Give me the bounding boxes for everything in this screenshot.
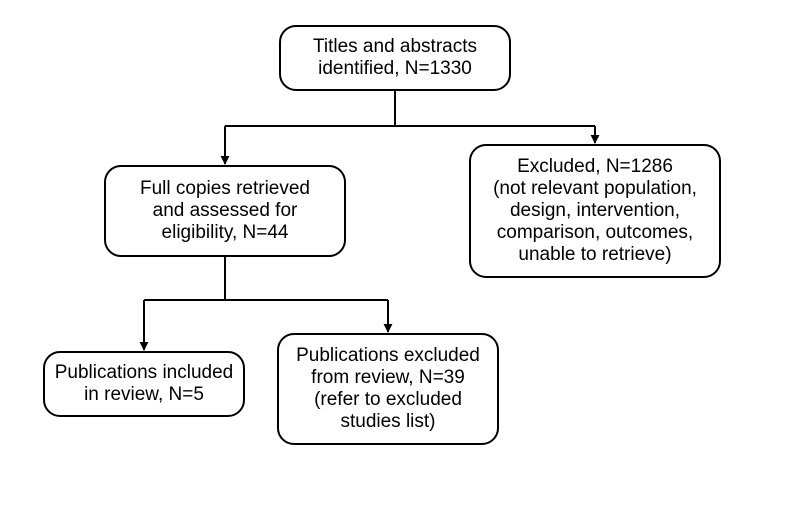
node-label-excluded_screen: Excluded, N=1286(not relevant population…	[493, 156, 697, 265]
node-identified: Titles and abstractsidentified, N=1330	[280, 26, 510, 90]
node-included: Publications includedin review, N=5	[44, 352, 244, 416]
nodes: Titles and abstractsidentified, N=1330 Fu…	[44, 26, 720, 444]
node-retrieved: Full copies retrievedand assessed foreli…	[105, 166, 345, 256]
node-label-identified: Titles and abstractsidentified, N=1330	[313, 36, 477, 79]
node-label-retrieved: Full copies retrievedand assessed foreli…	[140, 178, 310, 243]
node-excluded_screen: Excluded, N=1286(not relevant population…	[470, 145, 720, 277]
flowchart-diagram: Titles and abstractsidentified, N=1330 Fu…	[0, 0, 800, 523]
node-excluded_fulltext: Publications excludedfrom review, N=39(r…	[278, 334, 498, 444]
